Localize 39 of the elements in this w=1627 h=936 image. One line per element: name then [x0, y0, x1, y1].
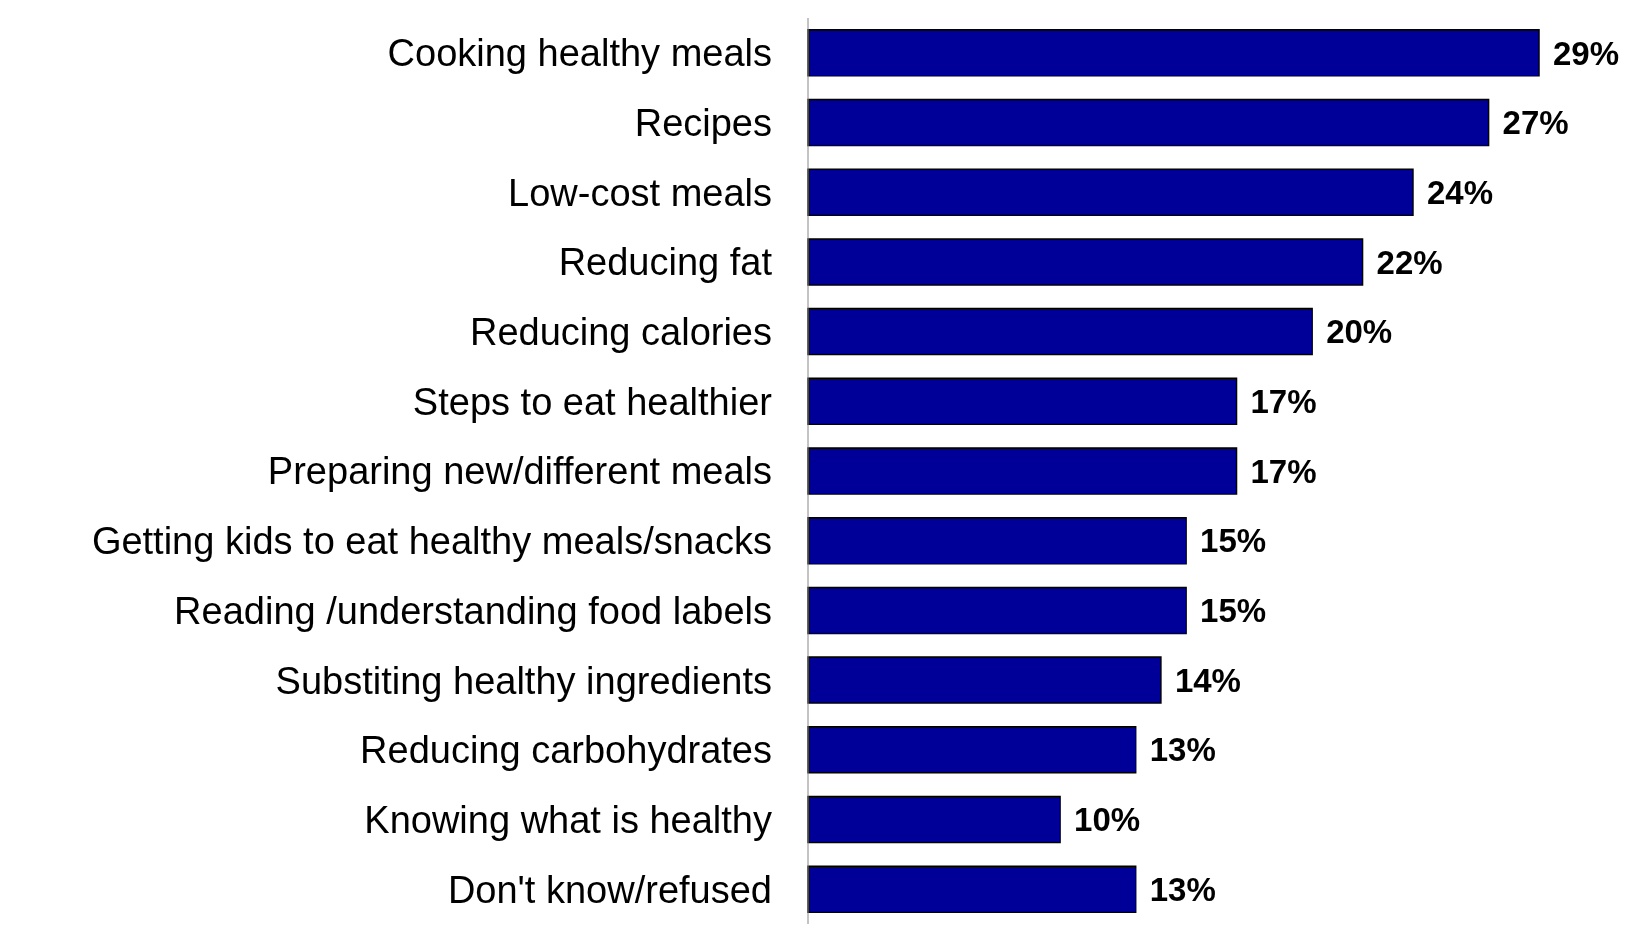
data-label: 14% — [1174, 661, 1241, 699]
data-label: 10% — [1074, 801, 1141, 839]
bar — [807, 29, 1540, 77]
data-label: 22% — [1376, 243, 1443, 281]
bar — [807, 726, 1137, 774]
bar — [807, 307, 1313, 356]
data-label: 15% — [1200, 522, 1267, 560]
bar — [807, 656, 1162, 704]
y-tick-label: Substiting healthy ingredients — [275, 659, 772, 702]
data-label: 13% — [1149, 731, 1216, 769]
y-tick-label: Low-cost meals — [508, 171, 772, 214]
bar — [807, 586, 1187, 635]
data-label: 27% — [1502, 104, 1569, 142]
y-tick-label: Recipes — [634, 102, 772, 145]
data-label: 17% — [1250, 452, 1317, 490]
data-label: 20% — [1326, 313, 1393, 351]
data-label: 29% — [1553, 34, 1620, 72]
bar — [807, 447, 1238, 495]
data-label: 17% — [1250, 383, 1317, 421]
y-tick-label: Don't know/refused — [447, 868, 772, 911]
bar — [807, 795, 1061, 844]
y-tick-label: Reducing fat — [558, 241, 773, 284]
data-label: 13% — [1149, 870, 1216, 908]
y-tick-label: Knowing what is healthy — [364, 798, 772, 841]
data-label: 15% — [1200, 592, 1267, 630]
y-tick-label: Cooking healthy meals — [387, 32, 772, 75]
bar — [807, 98, 1490, 147]
bar — [807, 865, 1137, 913]
data-label: 24% — [1426, 173, 1494, 211]
bar — [807, 377, 1238, 426]
y-tick-label: Getting kids to eat healthy meals/snacks — [91, 520, 772, 563]
y-tick-label: Preparing new/different meals — [267, 450, 772, 493]
y-tick-label: Reducing calories — [469, 311, 772, 354]
bar — [807, 168, 1414, 216]
y-tick-label: Steps to eat healthier — [412, 380, 773, 423]
bar — [807, 238, 1364, 286]
bar — [807, 516, 1187, 565]
y-tick-label: Reducing carbohydrates — [360, 729, 772, 772]
y-tick-label: Reading /understanding food labels — [174, 589, 772, 632]
